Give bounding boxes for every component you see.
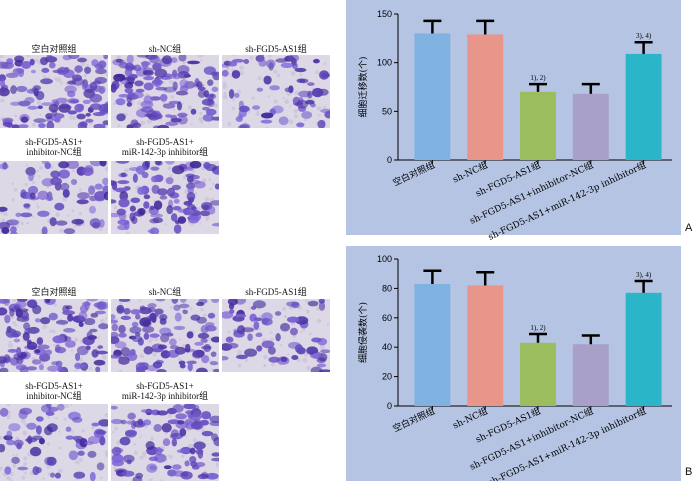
image-label-a-4: sh-FGD5-AS1+ inhibitor-NC组 [25, 137, 83, 157]
micrograph-b-5 [111, 404, 219, 481]
y-tick-label: 20 [382, 372, 392, 382]
bar [467, 285, 504, 406]
micrograph-b-3 [222, 299, 330, 372]
y-tick-label: 100 [377, 58, 392, 68]
y-tick-label: 100 [377, 254, 392, 264]
significance-annotation: 3), 4) [636, 271, 652, 279]
significance-annotation: 3), 4) [636, 32, 652, 40]
micrograph-a-3 [222, 55, 330, 128]
bar [414, 33, 451, 160]
image-label-b-3: sh-FGD5-AS1组 [245, 287, 307, 297]
panel-letter-a: A [685, 222, 693, 234]
image-label-a-3: sh-FGD5-AS1组 [245, 44, 307, 54]
image-label-a-1: 空白对照组 [31, 44, 77, 54]
bar [520, 91, 556, 160]
chart-background [346, 246, 681, 481]
bar [520, 342, 556, 406]
micrograph-b-2 [111, 299, 219, 372]
micrograph-a-4 [0, 161, 108, 234]
y-tick-label: 60 [382, 313, 392, 323]
bar [625, 292, 662, 406]
bar [625, 53, 662, 161]
image-label-a-2: sh-NC组 [148, 44, 182, 54]
bar [572, 93, 609, 160]
micrograph-a-2 [111, 55, 219, 128]
image-label-b-1: 空白对照组 [31, 287, 77, 297]
significance-annotation: 1), 2) [530, 74, 546, 82]
bar [414, 283, 451, 406]
significance-annotation: 1), 2) [530, 324, 546, 332]
y-tick-label: 80 [382, 283, 392, 293]
image-label-a-5: sh-FGD5-AS1+ miR-142-3p inhibitor组 [121, 137, 209, 157]
y-tick-label: 0 [387, 155, 392, 165]
y-axis-label: 细胞迁移数(个) [357, 56, 369, 117]
micrograph-a-1 [0, 55, 108, 128]
image-label-b-4: sh-FGD5-AS1+ inhibitor-NC组 [25, 381, 83, 401]
micrograph-a-5 [111, 161, 219, 234]
y-tick-label: 0 [387, 401, 392, 411]
bar [572, 344, 609, 406]
chart-background [346, 0, 681, 235]
y-tick-label: 150 [377, 9, 392, 19]
bar [467, 34, 504, 160]
image-label-b-5: sh-FGD5-AS1+ miR-142-3p inhibitor组 [121, 381, 209, 401]
micrograph-b-1 [0, 299, 108, 372]
y-tick-label: 40 [382, 342, 392, 352]
micrograph-b-4 [0, 404, 108, 481]
image-label-b-2: sh-NC组 [148, 287, 182, 297]
y-tick-label: 50 [382, 106, 392, 116]
panel-letter-b: B [685, 466, 693, 478]
y-axis-label: 细胞侵袭数(个) [357, 302, 369, 363]
